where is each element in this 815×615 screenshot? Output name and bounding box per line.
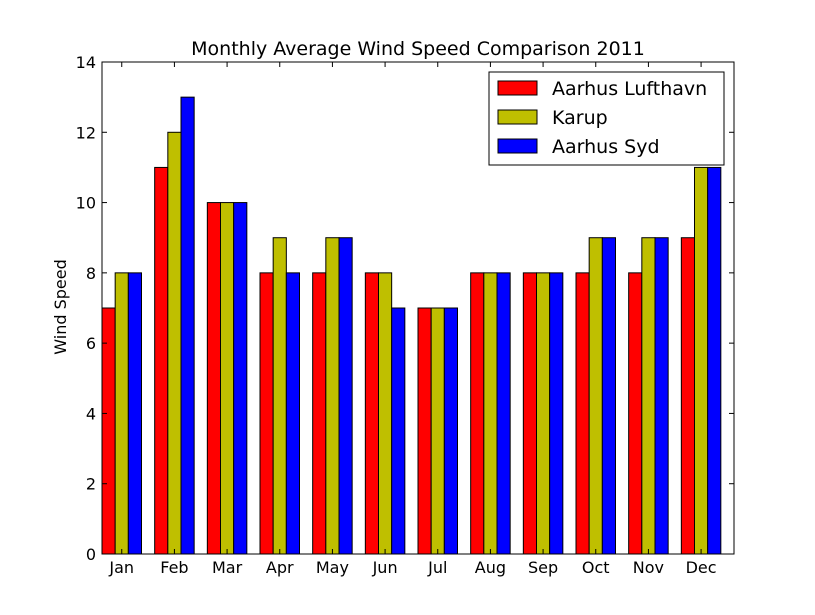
bar-aarhus-lufthavn-apr: [259, 272, 274, 555]
legend: Aarhus Lufthavn Karup Aarhus Syd: [488, 71, 725, 166]
bar-karup-sep: [536, 272, 551, 555]
legend-label-karup: Karup: [552, 107, 608, 129]
bar-karup-mar: [220, 202, 235, 555]
y-tick-label: 4: [86, 404, 96, 423]
bar-karup-may: [325, 237, 340, 555]
plot-frame: [101, 61, 735, 555]
bar-aarhus-lufthavn-mar: [206, 202, 221, 555]
bar-aarhus-syd-feb: [180, 96, 195, 555]
x-tick-label-nov: Nov: [633, 558, 664, 577]
bar-karup-apr: [272, 237, 287, 555]
bar-karup-jul: [430, 307, 445, 555]
bar-aarhus-syd-sep: [549, 272, 564, 555]
bar-aarhus-syd-dec: [707, 166, 722, 555]
bar-karup-jun: [378, 272, 393, 555]
y-tick-label: 0: [86, 545, 96, 564]
y-tick-label: 2: [86, 475, 96, 494]
legend-swatch-karup: [497, 109, 538, 125]
bar-aarhus-syd-jan: [127, 272, 142, 555]
bar-aarhus-lufthavn-nov: [628, 272, 643, 555]
x-tick-label-may: May: [316, 558, 349, 577]
x-tick-label-sep: Sep: [528, 558, 558, 577]
bar-aarhus-syd-jun: [391, 307, 406, 555]
y-tick-label: 14: [76, 53, 96, 72]
bar-aarhus-syd-aug: [496, 272, 511, 555]
bar-aarhus-lufthavn-jul: [417, 307, 432, 555]
plot-area: [101, 96, 722, 555]
legend-label-aarhus-lufthavn: Aarhus Lufthavn: [552, 78, 707, 100]
bar-aarhus-lufthavn-sep: [522, 272, 537, 555]
bar-aarhus-syd-jul: [443, 307, 459, 555]
y-tick-label: 8: [86, 264, 96, 283]
y-axis-label: Wind Speed: [51, 259, 70, 354]
x-tick-label-jul: Jul: [427, 558, 447, 577]
bar-karup-dec: [694, 166, 709, 555]
bar-aarhus-syd-apr: [285, 272, 301, 555]
bar-aarhus-lufthavn-oct: [575, 272, 590, 555]
x-tick-label-jun: Jun: [372, 558, 398, 577]
chart-title: Monthly Average Wind Speed Comparison 20…: [191, 38, 645, 60]
x-tick-label-jan: Jan: [108, 558, 134, 577]
x-tick-label-mar: Mar: [212, 558, 243, 577]
x-tick-label-aug: Aug: [475, 558, 506, 577]
x-tick-label-apr: Apr: [266, 558, 294, 577]
legend-swatch-aarhus-syd: [497, 138, 538, 154]
x-tick-label-feb: Feb: [160, 558, 188, 577]
bar-aarhus-lufthavn-aug: [470, 272, 485, 555]
bar-aarhus-syd-mar: [233, 202, 248, 555]
bar-aarhus-lufthavn-dec: [680, 237, 695, 555]
bar-karup-aug: [483, 272, 498, 555]
y-tick-label: 12: [76, 123, 96, 142]
bar-aarhus-syd-oct: [601, 237, 616, 555]
x-tick-label-dec: Dec: [686, 558, 717, 577]
y-tick-label: 10: [76, 194, 96, 213]
bar-aarhus-syd-nov: [654, 237, 669, 555]
bar-karup-feb: [167, 131, 182, 555]
bar-karup-oct: [588, 237, 603, 555]
bar-aarhus-syd-may: [338, 237, 353, 555]
legend-label-aarhus-syd: Aarhus Syd: [552, 136, 660, 158]
bar-aarhus-lufthavn-feb: [154, 166, 169, 555]
axes: 0 2 4 6 8 10 12 14 Jan Feb Mar Apr May Jun Jul Aug Sep Oc…: [76, 53, 735, 577]
bar-aarhus-lufthavn-may: [312, 272, 327, 555]
x-tick-label-oct: Oct: [582, 558, 610, 577]
bar-karup-jan: [114, 272, 129, 555]
bar-karup-nov: [641, 237, 656, 555]
bar-aarhus-lufthavn-jun: [364, 272, 380, 555]
bar-aarhus-lufthavn-jan: [101, 307, 116, 555]
legend-swatch-aarhus-lufthavn: [497, 80, 538, 96]
y-tick-label: 6: [86, 334, 96, 353]
